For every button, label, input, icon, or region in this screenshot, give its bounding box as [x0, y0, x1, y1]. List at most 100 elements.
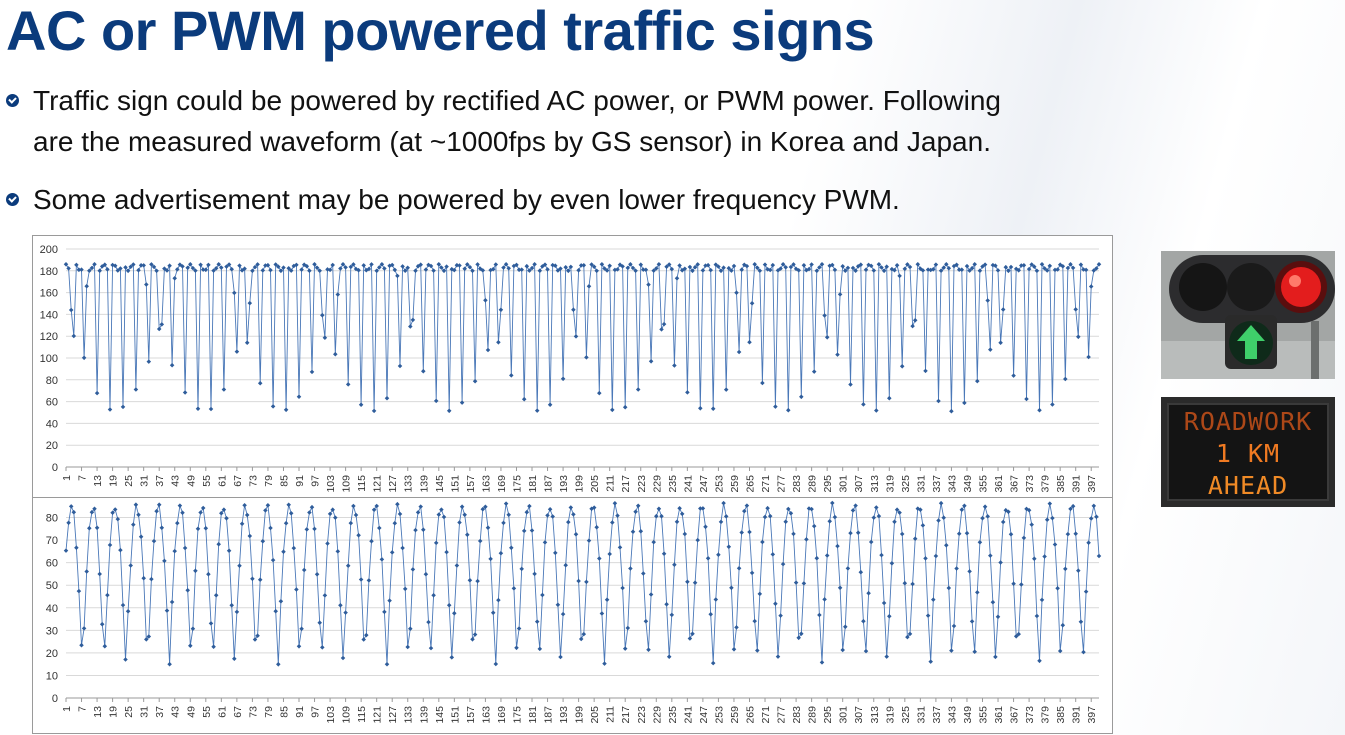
data-point [224, 264, 229, 269]
data-point [452, 267, 457, 273]
data-point [465, 532, 470, 537]
data-point [703, 524, 708, 530]
data-point [206, 262, 211, 268]
data-point [1050, 515, 1055, 521]
data-point [547, 507, 553, 512]
data-point [604, 597, 610, 602]
data-point [791, 531, 796, 537]
data-point [822, 597, 827, 602]
data-point [387, 598, 392, 603]
data-point [576, 578, 581, 584]
data-point [276, 264, 281, 269]
data-point [428, 645, 434, 651]
data-point [270, 557, 276, 563]
x-tick-label: 307 [853, 706, 865, 724]
data-point [700, 268, 706, 273]
data-point [304, 527, 310, 532]
data-point [630, 529, 636, 534]
data-point [783, 519, 788, 524]
data-point [472, 632, 478, 637]
data-point [672, 363, 677, 368]
data-point [379, 262, 385, 267]
data-point [446, 602, 452, 608]
data-point [496, 340, 501, 345]
data-point [995, 614, 1001, 620]
data-point [516, 267, 522, 273]
x-tick-label: 277 [776, 706, 788, 724]
data-point [1039, 597, 1045, 603]
x-tick-label: 355 [977, 706, 989, 724]
data-point [120, 602, 126, 608]
data-point [286, 502, 291, 508]
data-point [620, 585, 625, 591]
data-point [493, 661, 499, 667]
data-point [586, 284, 592, 289]
data-point [610, 520, 615, 525]
chart-1-svg: 0 20 40 60 80 100 120 140 160 180 200 1 7 13 19 25 31 37 4… [40, 244, 1102, 493]
data-point [498, 307, 504, 313]
data-point [400, 545, 405, 551]
x-tick-label: 85 [278, 706, 290, 718]
data-point [884, 654, 889, 659]
x-tick-label: 271 [760, 475, 772, 493]
data-point [125, 268, 131, 274]
data-point [506, 266, 511, 271]
data-point [366, 578, 372, 583]
data-point [149, 576, 154, 582]
data-point [687, 636, 693, 641]
x-tick-label: 13 [92, 706, 104, 718]
data-point [969, 619, 975, 624]
data-point [239, 521, 245, 527]
data-point [312, 526, 317, 532]
data-point [635, 387, 641, 392]
data-point [232, 656, 237, 661]
data-point [418, 504, 423, 509]
data-point [250, 268, 255, 274]
vms-line-3: AHEAD [1207, 471, 1289, 500]
data-point [770, 552, 776, 557]
data-point [861, 402, 866, 407]
data-point [250, 576, 255, 582]
data-point [146, 359, 152, 364]
data-point [1078, 619, 1084, 625]
data-point [946, 265, 952, 271]
data-point [345, 382, 351, 387]
data-point [358, 577, 364, 582]
x-tick-label: 61 [216, 706, 228, 718]
data-point [801, 263, 807, 268]
data-point [599, 611, 605, 616]
x-tick-label: 265 [744, 706, 756, 724]
data-point [786, 506, 791, 512]
data-point [395, 273, 400, 279]
data-point [765, 505, 770, 511]
x-tick-label: 337 [931, 706, 943, 724]
data-point [988, 553, 993, 558]
x-tick-label: 247 [698, 475, 710, 493]
data-point [547, 402, 553, 407]
data-point [892, 519, 897, 525]
data-point [824, 553, 830, 558]
data-point [633, 509, 638, 514]
data-point [641, 571, 646, 576]
data-point [216, 541, 221, 547]
data-point [902, 580, 908, 586]
x-tick-label: 265 [744, 475, 756, 493]
x-tick-label: 43 [170, 475, 182, 487]
data-point [591, 264, 597, 270]
data-point [866, 590, 871, 596]
data-point [677, 263, 682, 268]
x-tick-label: 283 [791, 475, 803, 493]
x-tick-label: 295 [822, 706, 834, 724]
data-point [884, 264, 889, 269]
data-point [452, 611, 457, 616]
data-point [185, 588, 190, 593]
data-point [560, 376, 566, 382]
data-point [1024, 396, 1029, 402]
data-point [340, 262, 346, 267]
data-point [470, 268, 475, 274]
data-point [449, 655, 455, 660]
x-tick-label: 205 [589, 706, 601, 724]
data-point [102, 643, 108, 649]
data-point [581, 263, 587, 268]
